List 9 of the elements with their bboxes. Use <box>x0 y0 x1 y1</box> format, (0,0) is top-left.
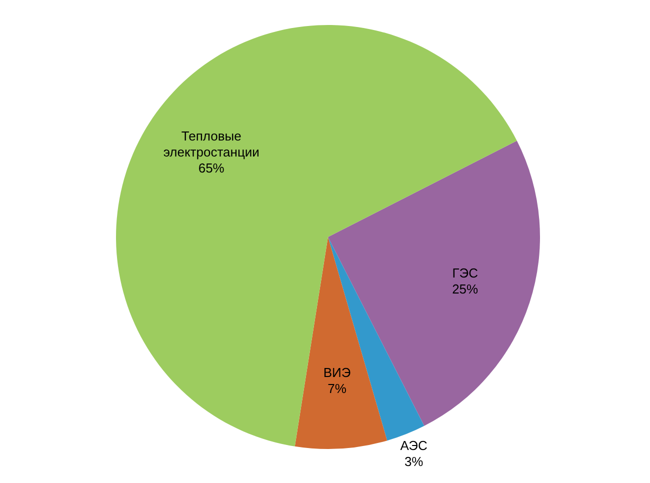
data-label: 65% <box>198 160 225 176</box>
pie-slice <box>294 237 388 449</box>
slice-label: ВИЭ <box>323 364 351 380</box>
data-label: 7% <box>328 380 347 396</box>
data-label: 3% <box>404 454 424 469</box>
slice-label: АЭС <box>400 438 428 453</box>
slice-label: Тепловые электростанции <box>163 128 260 160</box>
data-label: 25% <box>452 282 479 297</box>
slice-label: ГЭС <box>452 266 478 281</box>
